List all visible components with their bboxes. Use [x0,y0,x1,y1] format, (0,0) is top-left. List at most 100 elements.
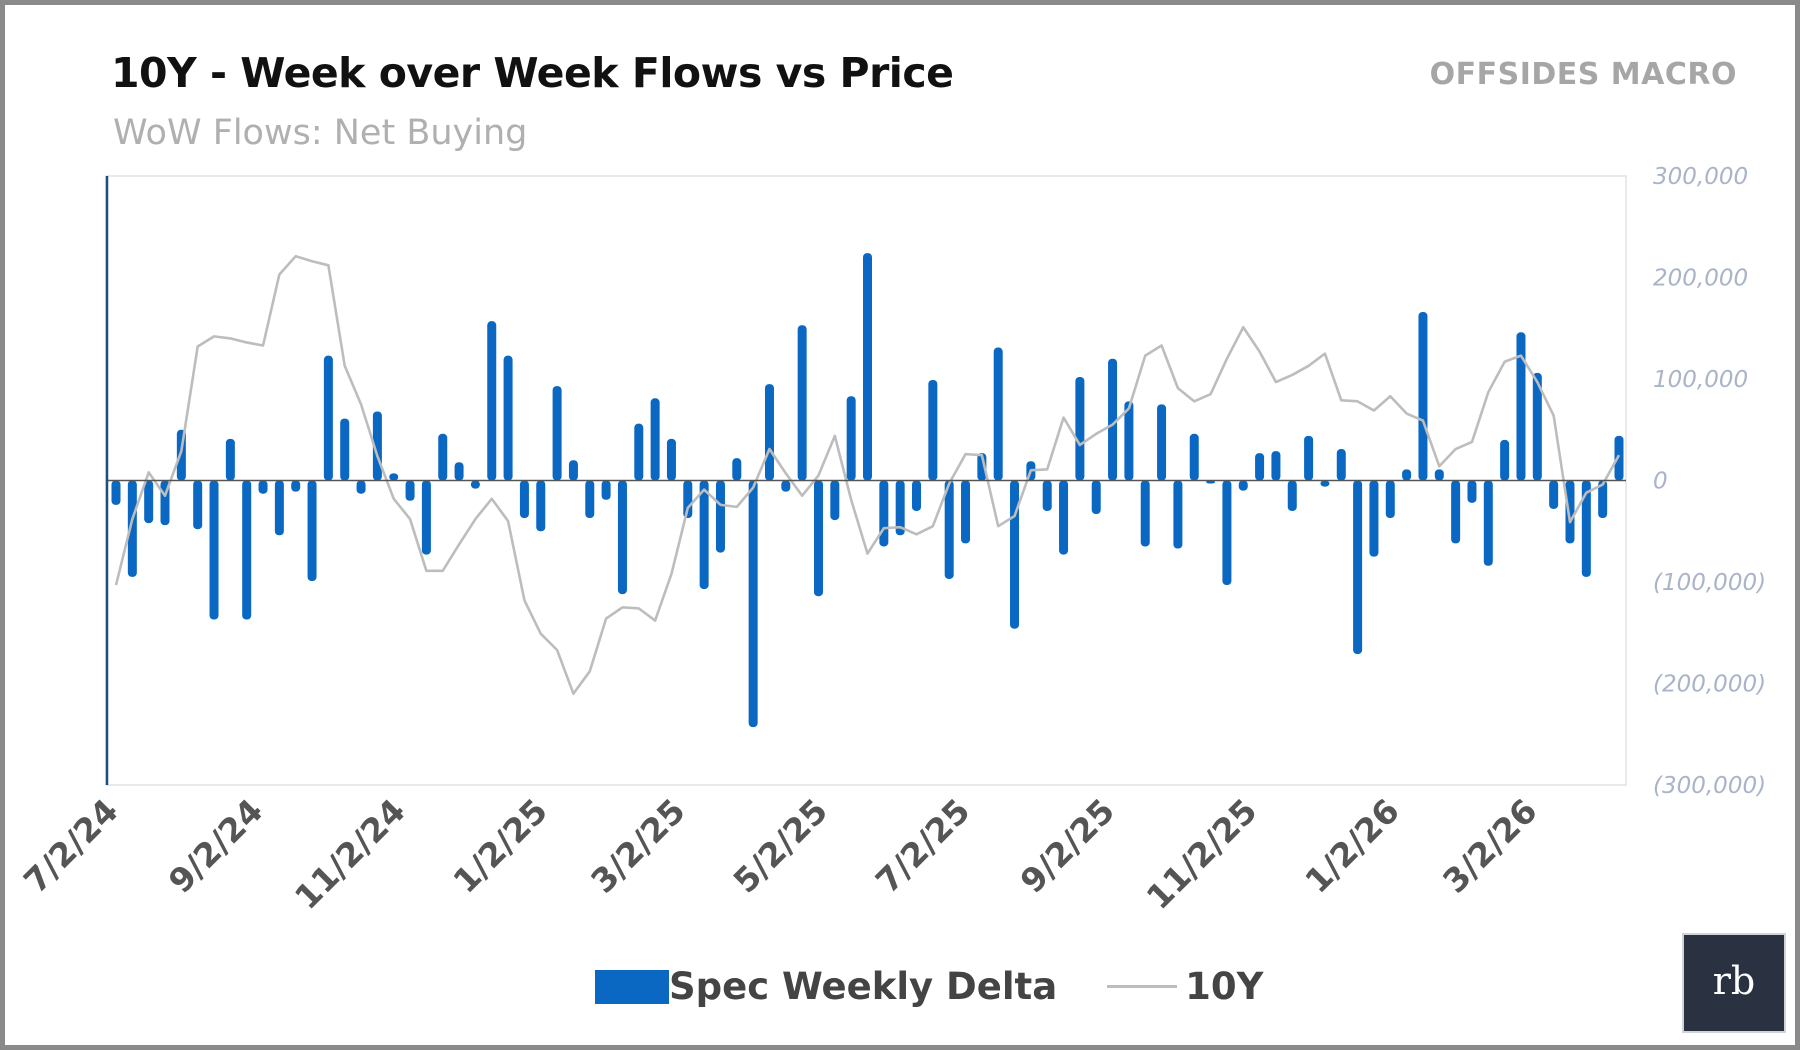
bar [830,480,840,521]
bar [291,480,301,492]
bar [912,480,922,511]
bar [650,398,660,481]
bar [552,386,562,481]
bar [683,480,693,519]
bar [405,480,415,501]
bar [1532,372,1542,481]
bar [1271,451,1281,481]
bar [601,480,611,500]
bar [813,480,823,597]
bar [748,480,758,728]
bar [1059,480,1069,555]
x-tick-label: 5/2/25 [726,791,836,901]
bar [1304,435,1314,481]
bar [225,438,235,481]
bar [1075,376,1085,481]
bar [1500,439,1510,481]
bar [1402,469,1412,481]
bar [1451,480,1461,544]
bar [846,396,856,481]
bar [1222,480,1232,586]
bar [1516,332,1526,481]
bar [193,480,203,530]
bar [961,480,971,544]
bar [879,480,889,547]
bar [487,321,497,481]
bar [993,347,1003,481]
bar [699,480,709,590]
y-tick-label: (300,000) [1653,773,1766,799]
bar [323,355,333,481]
bar [209,480,219,620]
bar [944,480,954,579]
bar [503,355,513,481]
bar [568,460,578,481]
bar [1206,480,1216,484]
bar [1549,480,1559,509]
bar [1369,480,1379,557]
x-tick-label: 9/2/25 [1013,791,1123,901]
logo: rb [1682,933,1786,1033]
bar [1320,480,1330,487]
bar [1189,433,1199,481]
bar [634,423,644,481]
y-tick-label: 100,000 [1653,367,1748,393]
bar [1091,480,1101,514]
bar [389,473,399,481]
bar [617,480,627,595]
x-tick-label: 1/2/26 [1297,791,1407,901]
bar [470,480,480,489]
bar [1010,480,1020,629]
bar [1385,480,1395,519]
bar [1157,404,1167,481]
bar [1287,480,1297,511]
bar [421,480,431,555]
bar [307,480,317,581]
bar [111,480,121,505]
legend-bar-swatch [595,969,669,1004]
bar [356,480,366,494]
brand-label: OFFSIDES MACRO [1429,57,1737,92]
y-tick-label: 0 [1653,469,1668,495]
x-tick-label: 11/2/24 [287,791,413,917]
bar [536,480,546,532]
x-tick-label: 7/2/25 [868,791,978,901]
x-tick-label: 7/2/24 [16,791,126,901]
bar [258,480,268,494]
bar [1238,480,1248,491]
bar [1353,480,1363,655]
bar [1108,358,1118,481]
x-tick-label: 1/2/25 [446,791,556,901]
legend-bar-label: Spec Weekly Delta [669,965,1058,1008]
bar [1565,480,1575,544]
y-tick-label: 200,000 [1653,266,1748,292]
bar [895,480,905,536]
bar [715,480,725,553]
legend-line-label: 10Y [1185,965,1264,1008]
x-tick-label: 3/2/26 [1435,791,1545,901]
chart-plot: 300,000 200,000 100,000 0 (100,000) (200,000)… [16,164,1766,917]
bar [1614,435,1624,481]
bar [1336,449,1346,481]
y-tick-label: 300,000 [1653,164,1748,190]
bar [666,438,676,481]
bar [781,480,791,492]
bar [1467,480,1477,503]
bar [1483,480,1493,566]
bar [863,253,872,481]
bar [764,384,774,481]
bar [1140,480,1150,547]
bar [732,458,742,481]
bar [585,480,595,519]
bar [438,433,448,481]
bar [1173,480,1183,549]
legend-line-swatch [1107,985,1178,988]
bar [1042,480,1052,511]
chart-title: 10Y - Week over Week Flows vs Price [111,49,954,97]
x-tick-label: 11/2/25 [1139,791,1265,917]
bar [797,325,807,481]
bar [242,480,252,620]
bar [1255,453,1265,481]
bar [144,480,154,524]
